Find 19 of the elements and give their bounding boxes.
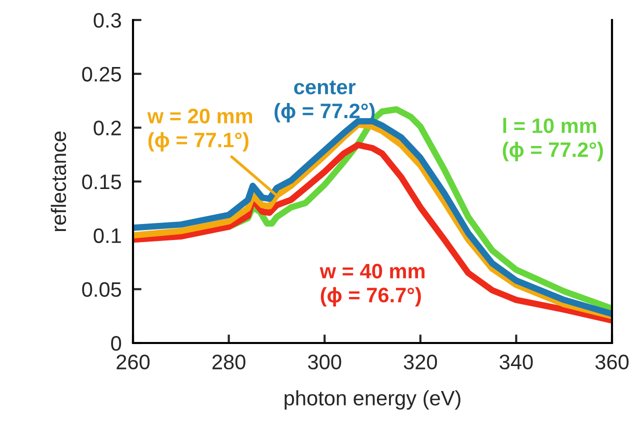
x-tick-label: 320	[404, 354, 437, 370]
text: w = 20 mm (ϕ = 77.1°)	[147, 108, 252, 152]
x-tick-label: 340	[500, 354, 533, 370]
x-tick-label: 360	[595, 354, 629, 370]
y-tick-label: 0.1	[94, 228, 121, 244]
y-axis-title: reflectance	[50, 131, 66, 232]
y-tick-label: 0	[111, 336, 122, 351]
y-tick-label: 0.2	[94, 120, 121, 136]
y-tick-label: 0.3	[94, 13, 121, 28]
x-axis-title: photon energy (eV)	[284, 390, 460, 410]
x-tick-label: 280	[212, 354, 246, 370]
x-tick-label: 260	[116, 354, 150, 370]
x-tick-label: 300	[308, 354, 342, 370]
series-label: w = 40 mm (ϕ = 76.7°)	[320, 264, 424, 307]
text: l = 10 mm (ϕ = 77.2°)	[502, 118, 603, 162]
series-label: center (ϕ = 77.2°)	[274, 80, 375, 122]
y-tick-label: 0.15	[82, 174, 122, 190]
y-tick-label: 0.05	[82, 282, 122, 297]
y-tick-label: 0.25	[82, 66, 122, 82]
